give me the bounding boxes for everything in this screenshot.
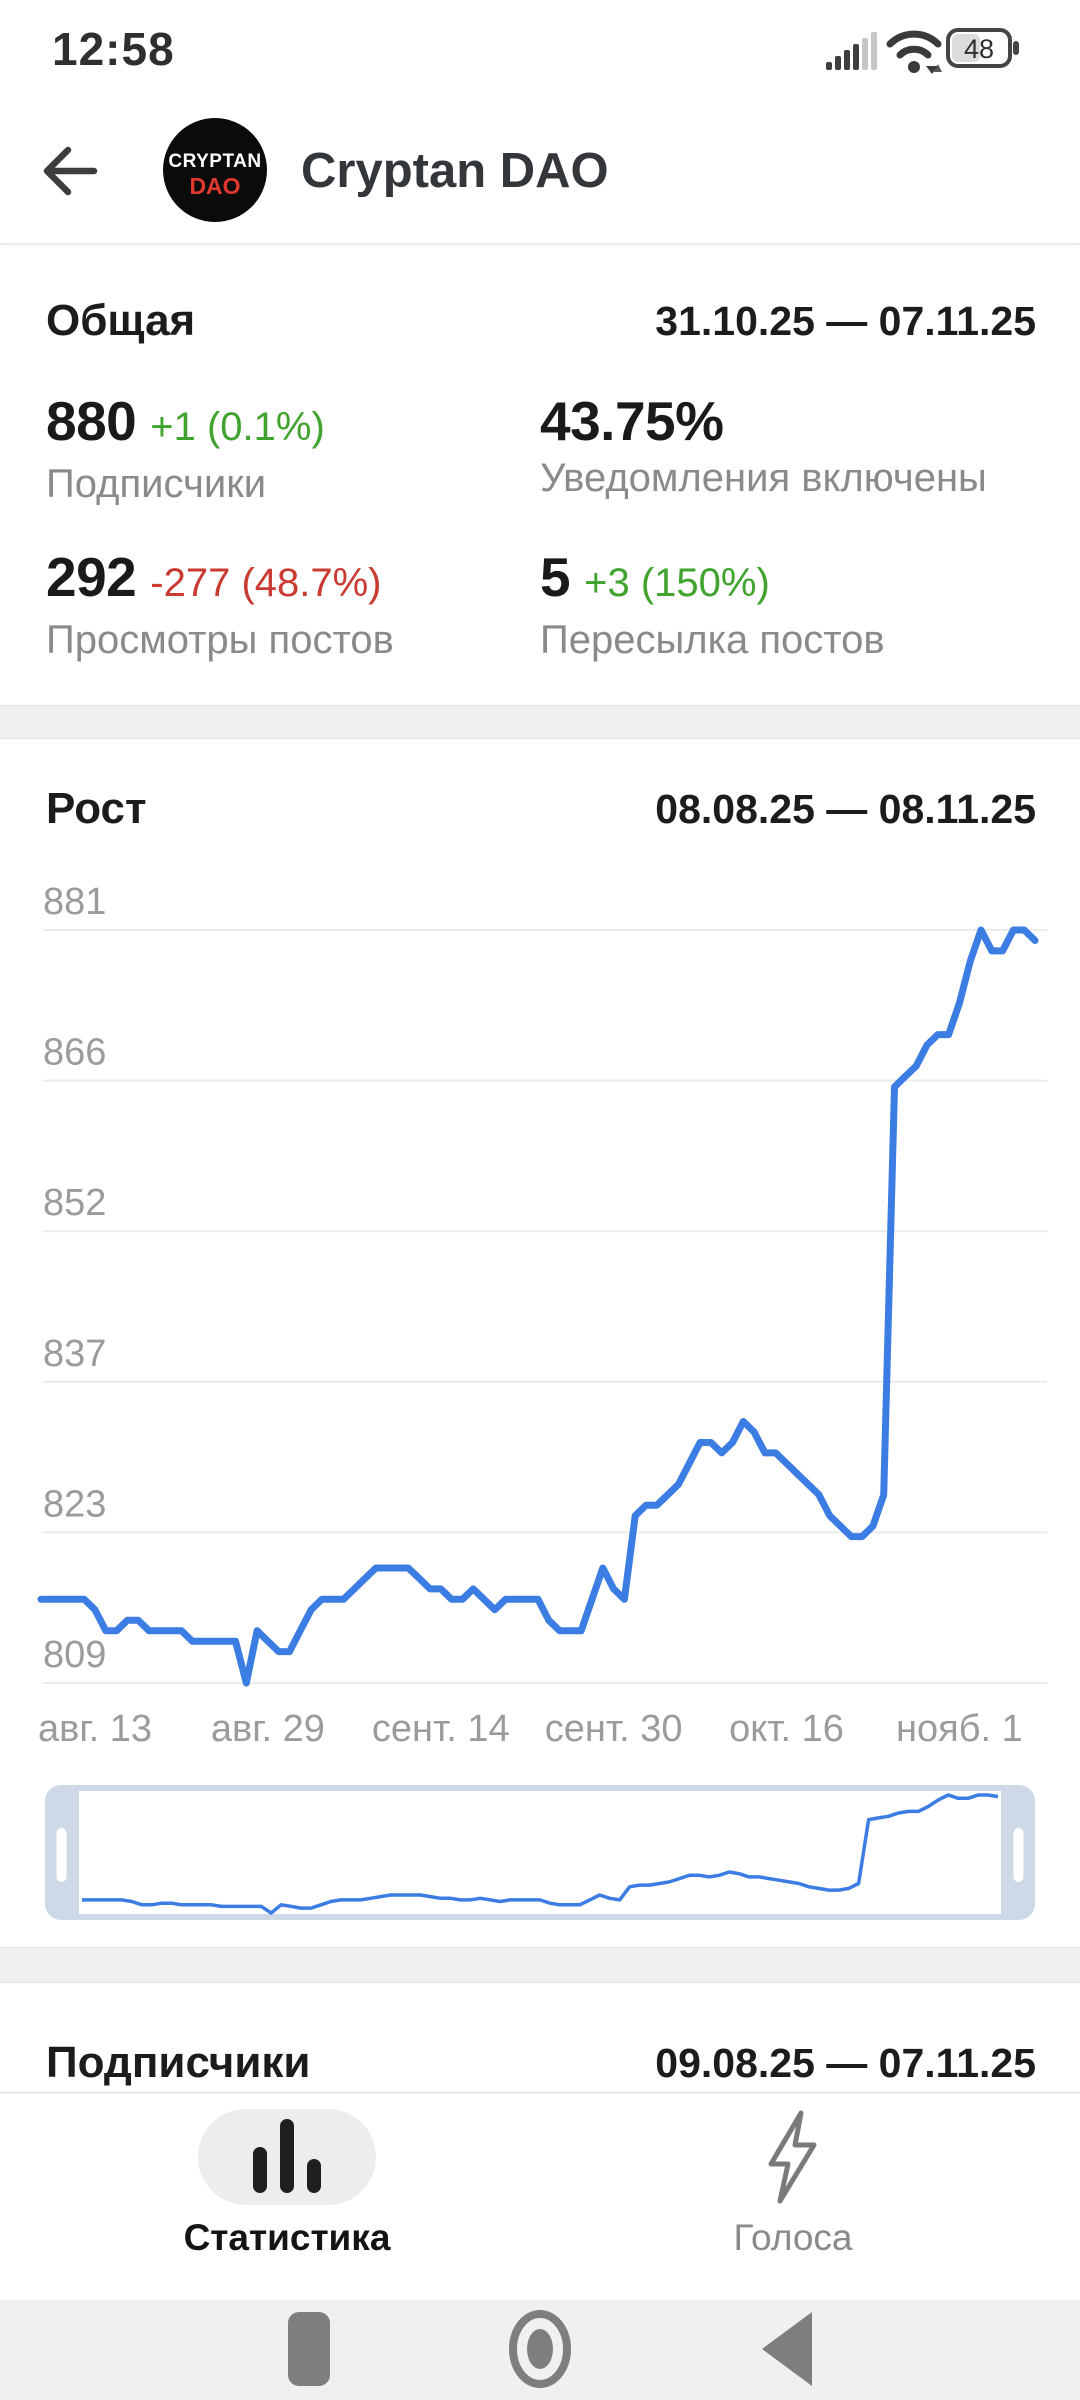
logo-text-top: CRYPTAN bbox=[168, 151, 262, 172]
growth-title: Рост bbox=[46, 784, 147, 833]
battery-icon: 48 bbox=[946, 28, 1019, 68]
stat-label: Подписчики bbox=[46, 462, 267, 506]
subscribers-title: Подписчики bbox=[46, 2038, 311, 2087]
stat-delta: +1 (0.1%) bbox=[150, 405, 325, 449]
minimap-edge-bottom bbox=[75, 1914, 1005, 1920]
stat-label: Просмотры постов bbox=[46, 618, 394, 662]
overview-date-range: 31.10.25 — 07.11.25 bbox=[655, 298, 1036, 344]
chart-gridlines: 881 866 852 837 823 809 авг. 13 авг. 29 сент. 14… bbox=[38, 881, 1047, 1750]
stat-label: Пересылка постов bbox=[540, 618, 885, 662]
lightning-icon bbox=[768, 2110, 817, 2204]
y-axis-tick: 837 bbox=[43, 1333, 106, 1375]
stat-views: 292 -277 (48.7%) Просмотры постов bbox=[46, 548, 394, 662]
chart-series bbox=[37, 926, 1039, 1687]
page-title: Cryptan DAO bbox=[301, 144, 609, 198]
minimap-line bbox=[82, 1793, 999, 1915]
bar-chart-icon bbox=[253, 2119, 321, 2193]
stat-delta: +3 (150%) bbox=[584, 561, 770, 605]
stat-notifications: 43.75% Уведомления включены bbox=[540, 392, 987, 500]
growth-line bbox=[37, 926, 1039, 1687]
y-axis-tick: 852 bbox=[43, 1182, 106, 1224]
stat-value: 880 bbox=[46, 390, 137, 452]
active-tab-pill bbox=[198, 2109, 376, 2205]
x-axis-tick: авг. 13 bbox=[38, 1708, 152, 1750]
minimap-handle-right-inner bbox=[1001, 1785, 1014, 1920]
overview-title: Общая bbox=[46, 296, 196, 345]
status-bar: 12:58 48 bbox=[0, 0, 1080, 100]
growth-header: Рост 08.08.25 — 08.11.25 bbox=[46, 784, 1036, 833]
stat-delta: -277 (48.7%) bbox=[150, 561, 382, 605]
stat-subscribers: 880 +1 (0.1%) Подписчики bbox=[46, 392, 325, 506]
growth-date-range: 08.08.25 — 08.11.25 bbox=[655, 786, 1036, 832]
x-axis-tick: сент. 14 bbox=[372, 1708, 510, 1750]
tab-statistics[interactable]: Статистика bbox=[147, 2093, 427, 2301]
stat-value: 5 bbox=[540, 546, 571, 608]
section-divider bbox=[0, 1947, 1080, 1983]
signal-strength-icon bbox=[826, 32, 877, 70]
channel-avatar[interactable]: CRYPTAN DAO bbox=[163, 118, 267, 222]
arrow-left-icon bbox=[43, 146, 98, 196]
clock: 12:58 bbox=[52, 23, 175, 75]
app-header: CRYPTAN DAO Cryptan DAO bbox=[0, 100, 1080, 245]
subscribers-date-range: 09.08.25 — 07.11.25 bbox=[655, 2040, 1036, 2086]
stat-value: 292 bbox=[46, 546, 137, 608]
minimap-edge-top bbox=[75, 1785, 1005, 1791]
svg-text:48: 48 bbox=[964, 34, 994, 64]
chart-minimap[interactable] bbox=[45, 1785, 1035, 1920]
overview-header: Общая 31.10.25 — 07.11.25 bbox=[46, 296, 1036, 345]
x-axis-tick: нояб. 1 bbox=[896, 1708, 1023, 1750]
y-axis-tick: 809 bbox=[43, 1634, 106, 1676]
section-divider bbox=[0, 705, 1080, 739]
stat-label: Уведомления включены bbox=[540, 456, 987, 500]
y-axis-tick: 881 bbox=[43, 881, 106, 923]
minimap-handle-left-inner bbox=[66, 1785, 79, 1920]
logo-text-bottom: DAO bbox=[189, 173, 241, 199]
android-nav-bar bbox=[0, 2300, 1080, 2400]
recents-square-icon[interactable] bbox=[288, 2312, 330, 2386]
stat-shares: 5 +3 (150%) Пересылка постов bbox=[540, 548, 885, 662]
tab-votes[interactable]: Голоса bbox=[653, 2093, 933, 2301]
minimap-grip-right bbox=[1013, 1828, 1024, 1882]
bottom-tab-bar: Статистика Голоса bbox=[0, 2092, 1080, 2301]
home-circle-icon[interactable] bbox=[509, 2310, 571, 2388]
stat-value: 43.75% bbox=[540, 390, 724, 452]
subscribers-header: Подписчики 09.08.25 — 07.11.25 bbox=[46, 2038, 1036, 2087]
growth-chart[interactable]: 881 866 852 837 823 809 авг. 13 авг. 29 сент. 14… bbox=[0, 737, 1080, 1947]
tab-statistics-label: Статистика bbox=[183, 2217, 391, 2258]
minimap-grip-left bbox=[56, 1828, 67, 1882]
y-axis-tick: 823 bbox=[43, 1483, 106, 1525]
tab-votes-label: Голоса bbox=[733, 2217, 853, 2258]
x-axis-tick: окт. 16 bbox=[729, 1708, 844, 1750]
wifi-icon bbox=[886, 30, 942, 74]
x-axis-tick: авг. 29 bbox=[211, 1708, 325, 1750]
back-button[interactable] bbox=[38, 138, 104, 204]
y-axis-tick: 866 bbox=[43, 1032, 106, 1074]
x-axis-tick: сент. 30 bbox=[545, 1708, 683, 1750]
back-triangle-icon[interactable] bbox=[762, 2312, 812, 2386]
